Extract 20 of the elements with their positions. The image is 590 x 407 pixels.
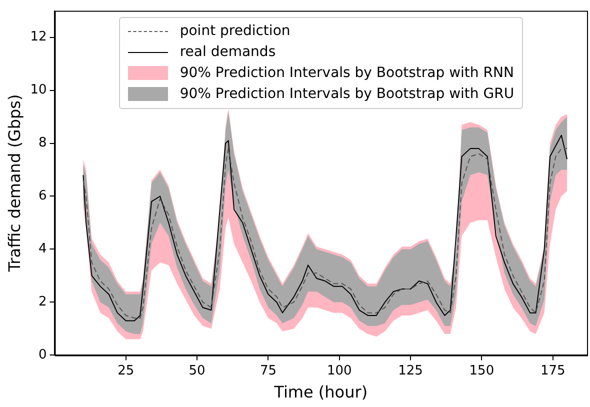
y-tick-label: 0 — [38, 348, 47, 363]
x-tick-label: 50 — [188, 363, 206, 378]
x-tick-label: 175 — [540, 363, 566, 378]
x-tick-label: 75 — [260, 363, 276, 378]
y-tick-label: 4 — [38, 242, 47, 257]
legend-label: 90% Prediction Intervals by Bootstrap with GRU — [180, 86, 514, 102]
y-tick-label: 2 — [38, 294, 47, 310]
x-tick-label: 150 — [469, 363, 494, 378]
y-tick-label: 10 — [30, 82, 47, 98]
x-tick-label: 125 — [398, 363, 423, 378]
x-tick-label: 25 — [118, 363, 134, 378]
x-axis-title: Time (hour) — [273, 382, 368, 402]
y-tick-label: 8 — [38, 136, 47, 151]
legend-label: real demands — [180, 44, 276, 60]
legend-label: 90% Prediction Intervals by Bootstrap with RNN — [180, 65, 514, 82]
y-tick-label: 6 — [38, 188, 47, 204]
x-tick-label: 100 — [326, 363, 352, 378]
y-axis-title: Traffic demand (Gbps) — [4, 94, 24, 273]
legend-label: point prediction — [180, 23, 290, 40]
y-tick-label: 12 — [30, 30, 47, 45]
